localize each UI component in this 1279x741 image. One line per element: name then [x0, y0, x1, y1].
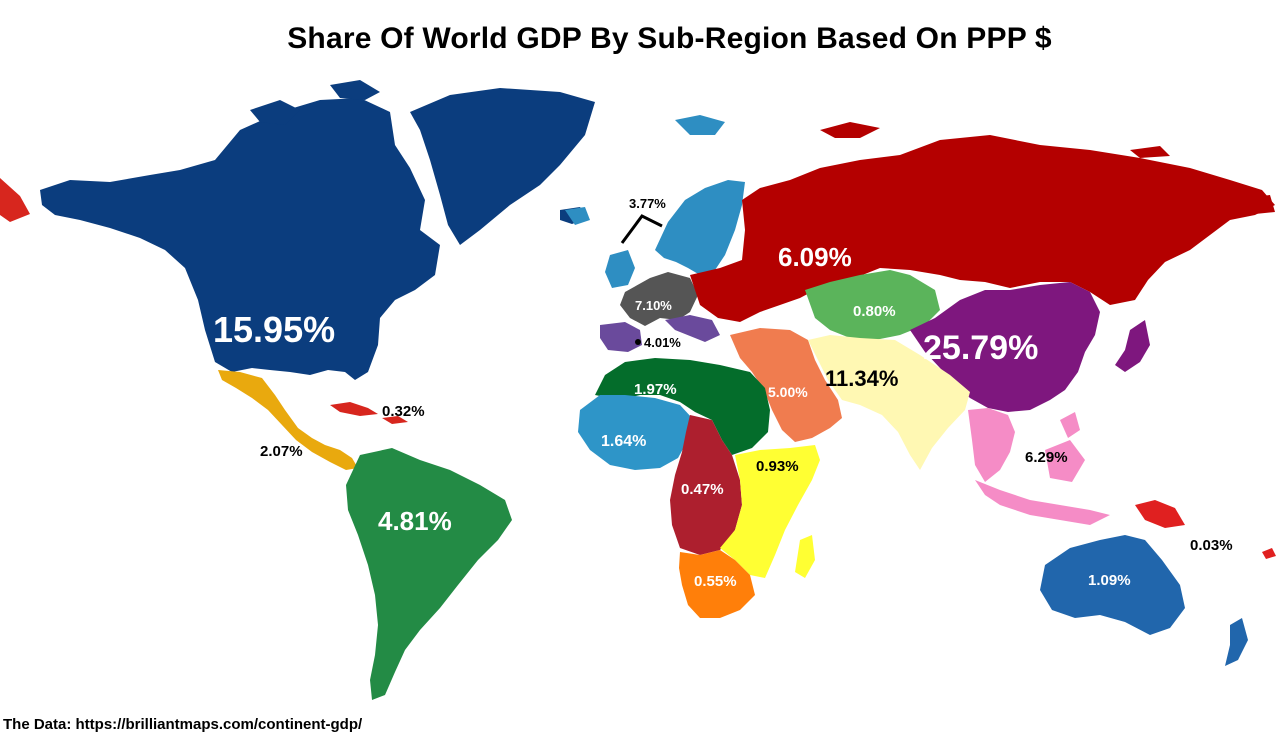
label-pointers	[620, 214, 663, 244]
label-south-america: 4.81%	[378, 506, 452, 536]
label-eastern-asia: 25.79%	[923, 329, 1038, 367]
region-eastern-africa	[720, 445, 820, 578]
label-middle-africa: 0.47%	[681, 481, 724, 498]
region-central-america	[218, 370, 358, 470]
label-eastern-europe: 6.09%	[778, 242, 852, 272]
region-western-africa	[578, 395, 692, 470]
label-western-asia: 5.00%	[768, 384, 808, 400]
region-southern-asia	[808, 335, 970, 470]
region-australia-new-zealand	[1040, 535, 1248, 666]
region-central-asia	[805, 270, 940, 340]
label-northern-america: 15.95%	[213, 309, 335, 350]
region-middle-africa	[670, 415, 742, 555]
label-oceania-other: 0.03%	[1190, 537, 1233, 554]
region-southern-africa	[679, 550, 755, 618]
source-note: The Data: https://brilliantmaps.com/cont…	[3, 716, 363, 733]
label-south-eastern-asia: 6.29%	[1025, 449, 1068, 466]
region-northern-europe	[565, 115, 745, 288]
southern-europe-pointer-dot	[635, 339, 641, 345]
region-northern-africa	[595, 358, 770, 455]
label-australia-new-zealand: 1.09%	[1088, 572, 1131, 589]
label-central-asia: 0.80%	[853, 303, 896, 320]
region-western-europe	[620, 272, 698, 326]
region-western-asia	[730, 328, 842, 442]
region-eastern-asia	[910, 282, 1150, 412]
region-eastern-europe	[690, 122, 1275, 322]
northern-europe-pointer	[620, 214, 663, 244]
label-western-africa: 1.64%	[601, 433, 646, 450]
region-south-america	[346, 448, 512, 700]
region-oceania-other	[1135, 500, 1276, 559]
region-caribbean	[0, 178, 408, 424]
label-central-america: 2.07%	[260, 443, 303, 460]
label-northern-europe: 3.77%	[629, 196, 666, 211]
label-southern-asia: 11.34%	[825, 366, 898, 391]
label-northern-africa: 1.97%	[634, 381, 677, 398]
label-southern-africa: 0.55%	[694, 573, 737, 590]
label-caribbean: 0.32%	[382, 403, 425, 420]
region-south-eastern-asia	[968, 408, 1110, 525]
label-southern-europe: 4.01%	[644, 335, 681, 350]
label-western-europe: 7.10%	[635, 298, 672, 313]
label-eastern-africa: 0.93%	[756, 458, 799, 475]
region-labels: 15.95% 2.07% 0.32% 4.81% 3.77% 7.10% 4.0…	[213, 196, 1233, 590]
map-title: Share Of World GDP By Sub-Region Based O…	[287, 22, 1052, 55]
region-southern-europe	[600, 315, 720, 352]
